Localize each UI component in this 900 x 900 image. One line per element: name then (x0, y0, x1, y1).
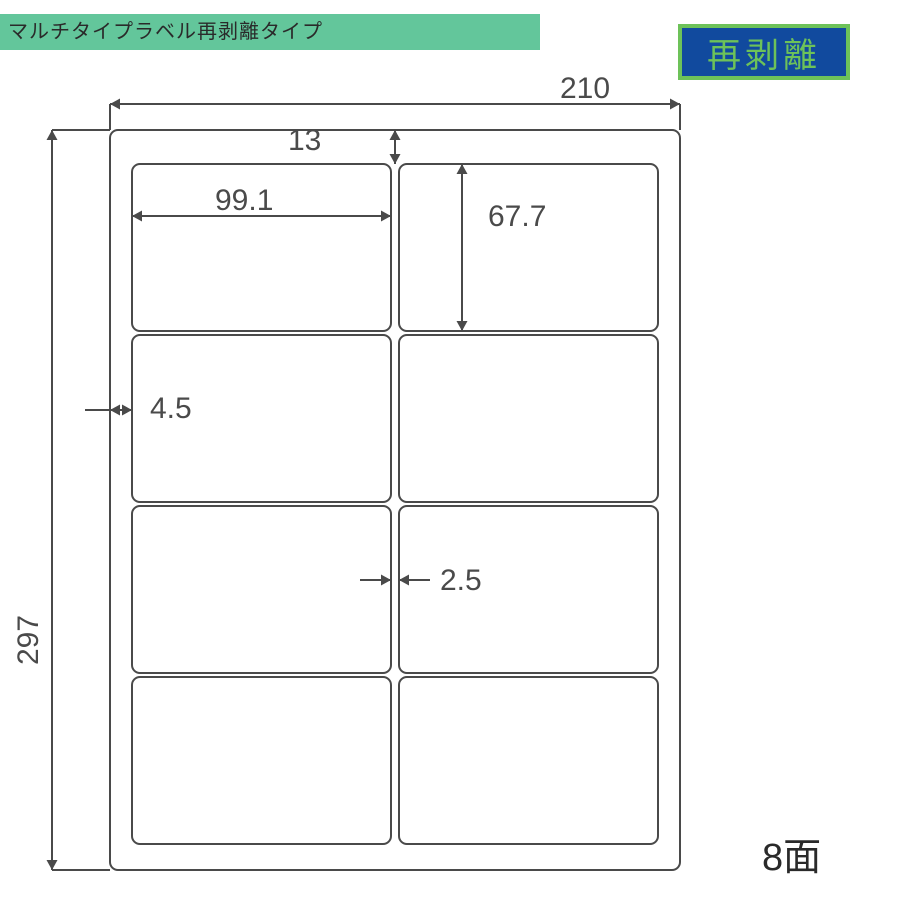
label-cell (399, 506, 658, 673)
label-cell (132, 506, 391, 673)
label-cell (399, 677, 658, 844)
label-sheet-diagram: 210 297 13 99.1 67.7 4.5 2.5 (0, 0, 900, 900)
label-cell (399, 335, 658, 502)
svg-text:4.5: 4.5 (150, 392, 192, 425)
svg-text:99.1: 99.1 (215, 184, 273, 217)
svg-text:297: 297 (12, 615, 45, 665)
svg-text:2.5: 2.5 (440, 564, 482, 597)
faces-count-label: 8面 (762, 826, 821, 881)
label-cell (132, 677, 391, 844)
stage: マルチタイプラベル再剥離タイプ 再剥離 2102971399.167.74.52… (0, 0, 900, 900)
svg-text:210: 210 (560, 72, 610, 105)
svg-text:67.7: 67.7 (488, 200, 546, 233)
label-cell (399, 164, 658, 331)
svg-text:13: 13 (288, 124, 321, 157)
